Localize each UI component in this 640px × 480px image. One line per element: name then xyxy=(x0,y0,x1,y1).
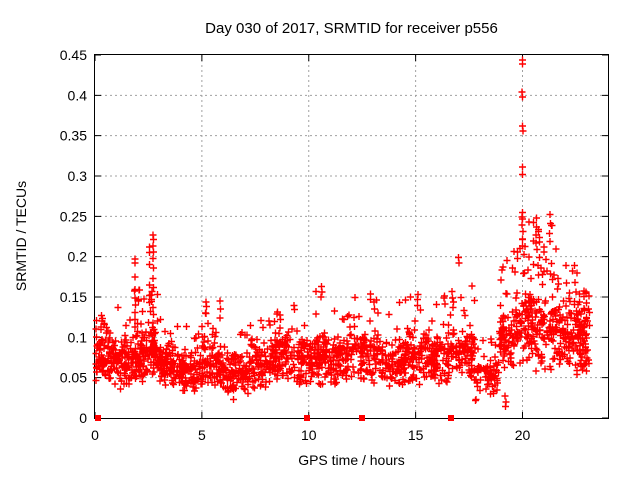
y-tick-label: 0.4 xyxy=(68,87,88,103)
y-tick-label: 0.05 xyxy=(60,370,87,386)
x-tick-label: 5 xyxy=(198,427,206,443)
y-tick-label: 0.2 xyxy=(68,249,88,265)
y-tick-label: 0.25 xyxy=(60,208,87,224)
y-tick-label: 0.3 xyxy=(68,168,88,184)
y-tick-label: 0.45 xyxy=(60,47,87,63)
x-tick-label: 0 xyxy=(91,427,99,443)
x-tick-label: 20 xyxy=(515,427,531,443)
x-tick-label: 10 xyxy=(301,427,317,443)
y-tick-label: 0.1 xyxy=(68,329,88,345)
x-tick-label: 15 xyxy=(408,427,424,443)
chart-title: Day 030 of 2017, SRMTID for receiver p55… xyxy=(205,20,498,37)
plot-border xyxy=(94,54,609,419)
srmtid-points xyxy=(92,56,593,410)
y-tick-label: 0.15 xyxy=(60,289,87,305)
zero-flag-points xyxy=(95,415,454,421)
y-tick-label: 0.35 xyxy=(60,128,87,144)
x-axis-label: GPS time / hours xyxy=(298,452,405,468)
y-tick-label: 0 xyxy=(79,410,87,426)
